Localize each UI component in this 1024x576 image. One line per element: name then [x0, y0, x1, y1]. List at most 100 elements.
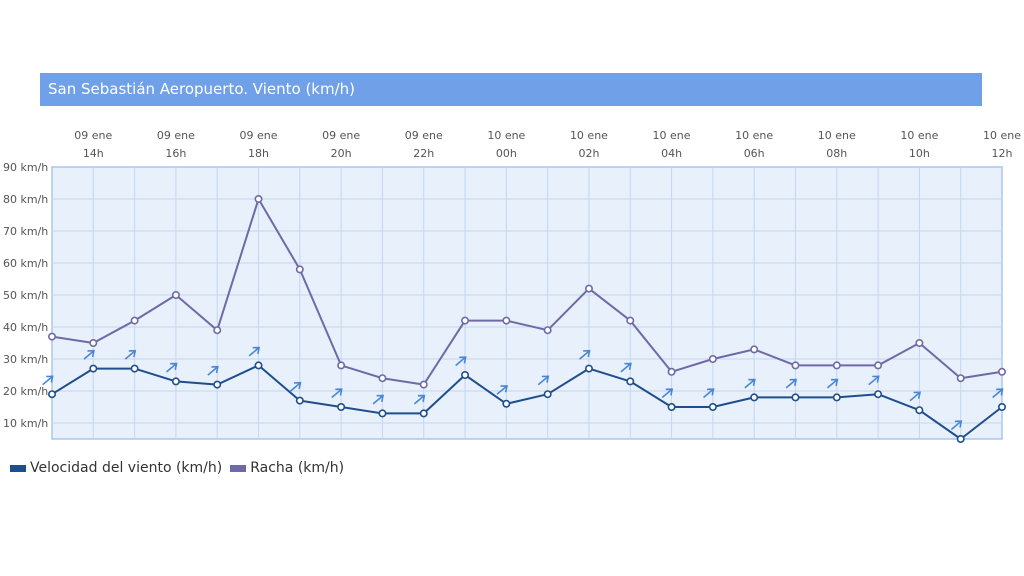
data-point-gust	[254, 195, 263, 204]
wind-arrow-head	[748, 378, 756, 386]
wind-arrow-shaft	[124, 350, 136, 360]
wind-arrow-shaft	[413, 394, 425, 405]
wind-arrow-head	[789, 378, 798, 386]
x-tick-hour: 08h	[826, 147, 847, 160]
wind-arrow-shaft	[909, 391, 921, 402]
x-tick-day: 09 ene	[74, 129, 112, 142]
data-point-speed	[130, 364, 139, 373]
wind-arrow-shaft	[868, 375, 880, 386]
legend-item-speed[interactable]: Velocidad del viento (km/h)	[10, 460, 222, 476]
series-line-gust	[51, 198, 1003, 386]
wind-arrow-shaft	[207, 366, 219, 376]
wind-arrow-head	[417, 394, 426, 402]
x-tick-hour: 02h	[578, 147, 599, 160]
data-point-speed	[915, 406, 924, 415]
wind-arrow-shaft	[166, 362, 178, 373]
data-point-gust	[626, 316, 635, 325]
wind-arrow-icon	[166, 362, 178, 373]
series-line-speed	[51, 364, 1003, 440]
data-point-speed	[956, 434, 965, 443]
wind-arrow-head	[376, 394, 385, 402]
wind-arrow-icon	[248, 346, 261, 357]
wind-arrow-icon	[579, 349, 591, 360]
data-point-gust	[667, 367, 676, 376]
data-point-gust	[915, 338, 924, 347]
data-point-gust	[295, 265, 304, 274]
data-point-speed	[874, 390, 883, 399]
wind-arrow-icon	[413, 394, 426, 405]
grid-lines	[52, 167, 1002, 439]
wind-arrow-shaft	[496, 385, 508, 395]
data-point-gust	[130, 316, 139, 325]
wind-arrow-head	[830, 378, 839, 386]
x-tick-hour: 10h	[909, 147, 930, 160]
x-tick-day: 09 ene	[322, 129, 360, 142]
legend-label-speed: Velocidad del viento (km/h)	[30, 460, 223, 476]
y-tick-label: 90 km/h	[3, 161, 48, 174]
wind-arrow-head	[170, 362, 178, 370]
wind-arrow-shaft	[289, 382, 301, 392]
wind-arrow-head	[665, 388, 674, 396]
y-tick-label: 80 km/h	[3, 193, 48, 206]
wind-arrow-icon	[744, 378, 756, 389]
x-tick-day: 10 ene	[653, 129, 691, 142]
wind-arrow-icon	[620, 362, 632, 373]
wind-arrow-icon	[702, 388, 715, 399]
wind-arrow-shaft	[331, 388, 343, 399]
data-point-speed	[47, 390, 56, 399]
data-point-gust	[89, 338, 98, 347]
wind-arrow-icon	[331, 388, 343, 399]
data-point-speed	[708, 402, 717, 411]
wind-arrow-head	[954, 420, 963, 428]
plot-area	[51, 166, 1003, 440]
wind-arrow-shaft	[248, 346, 260, 357]
y-tick-label: 70 km/h	[3, 225, 48, 238]
wind-arrow-head	[211, 365, 219, 374]
wind-arrow-icon	[661, 388, 674, 399]
wind-arrow-icon	[826, 378, 839, 389]
y-axis: 10 km/h 20 km/h 30 km/h 40 km/h 50 km/h 60 km…	[3, 161, 48, 430]
wind-arrow-icon	[207, 365, 219, 376]
x-tick-day: 09 ene	[405, 129, 443, 142]
data-point-gust	[461, 316, 470, 325]
wind-arrow-shaft	[372, 394, 384, 405]
data-point-speed	[584, 364, 593, 373]
series-layer	[47, 195, 1006, 443]
data-point-gust	[502, 316, 511, 325]
x-tick-hour: 04h	[661, 147, 682, 160]
wind-arrow-shaft	[785, 378, 797, 389]
legend-label-gust: Racha (km/h)	[250, 460, 345, 476]
x-tick-hour: 12h	[992, 147, 1013, 160]
x-tick-hour: 00h	[496, 147, 517, 160]
data-point-gust	[419, 380, 428, 389]
data-point-gust	[997, 367, 1006, 376]
wind-arrow-head	[872, 375, 880, 383]
wind-arrow-head	[128, 349, 137, 358]
wind-arrow-head	[996, 388, 1004, 396]
data-point-gust	[791, 361, 800, 370]
legend-item-gust[interactable]: Racha (km/h)	[230, 460, 344, 476]
data-point-speed	[295, 396, 304, 405]
wind-arrow-head	[707, 388, 715, 396]
x-tick-day: 10 ene	[487, 129, 525, 142]
x-tick-day: 10 ene	[818, 129, 856, 142]
wind-arrow-shaft	[537, 375, 549, 386]
wind-arrow-shaft	[83, 350, 95, 360]
y-tick-label: 40 km/h	[3, 321, 48, 334]
wind-arrow-shaft	[992, 388, 1004, 399]
data-point-speed	[997, 402, 1006, 411]
y-tick-label: 50 km/h	[3, 289, 48, 302]
x-tick-day: 09 ene	[240, 129, 278, 142]
data-point-speed	[254, 361, 263, 370]
wind-arrow-shaft	[702, 388, 714, 399]
x-tick-hour: 18h	[248, 147, 269, 160]
wind-arrow-head	[46, 375, 54, 383]
data-point-speed	[791, 393, 800, 402]
wind-arrow-icon	[868, 375, 880, 386]
wind-arrow-head	[335, 388, 343, 396]
data-point-gust	[543, 326, 552, 335]
data-point-speed	[626, 377, 635, 386]
x-tick-day: 10 ene	[900, 129, 938, 142]
data-point-speed	[171, 377, 180, 386]
